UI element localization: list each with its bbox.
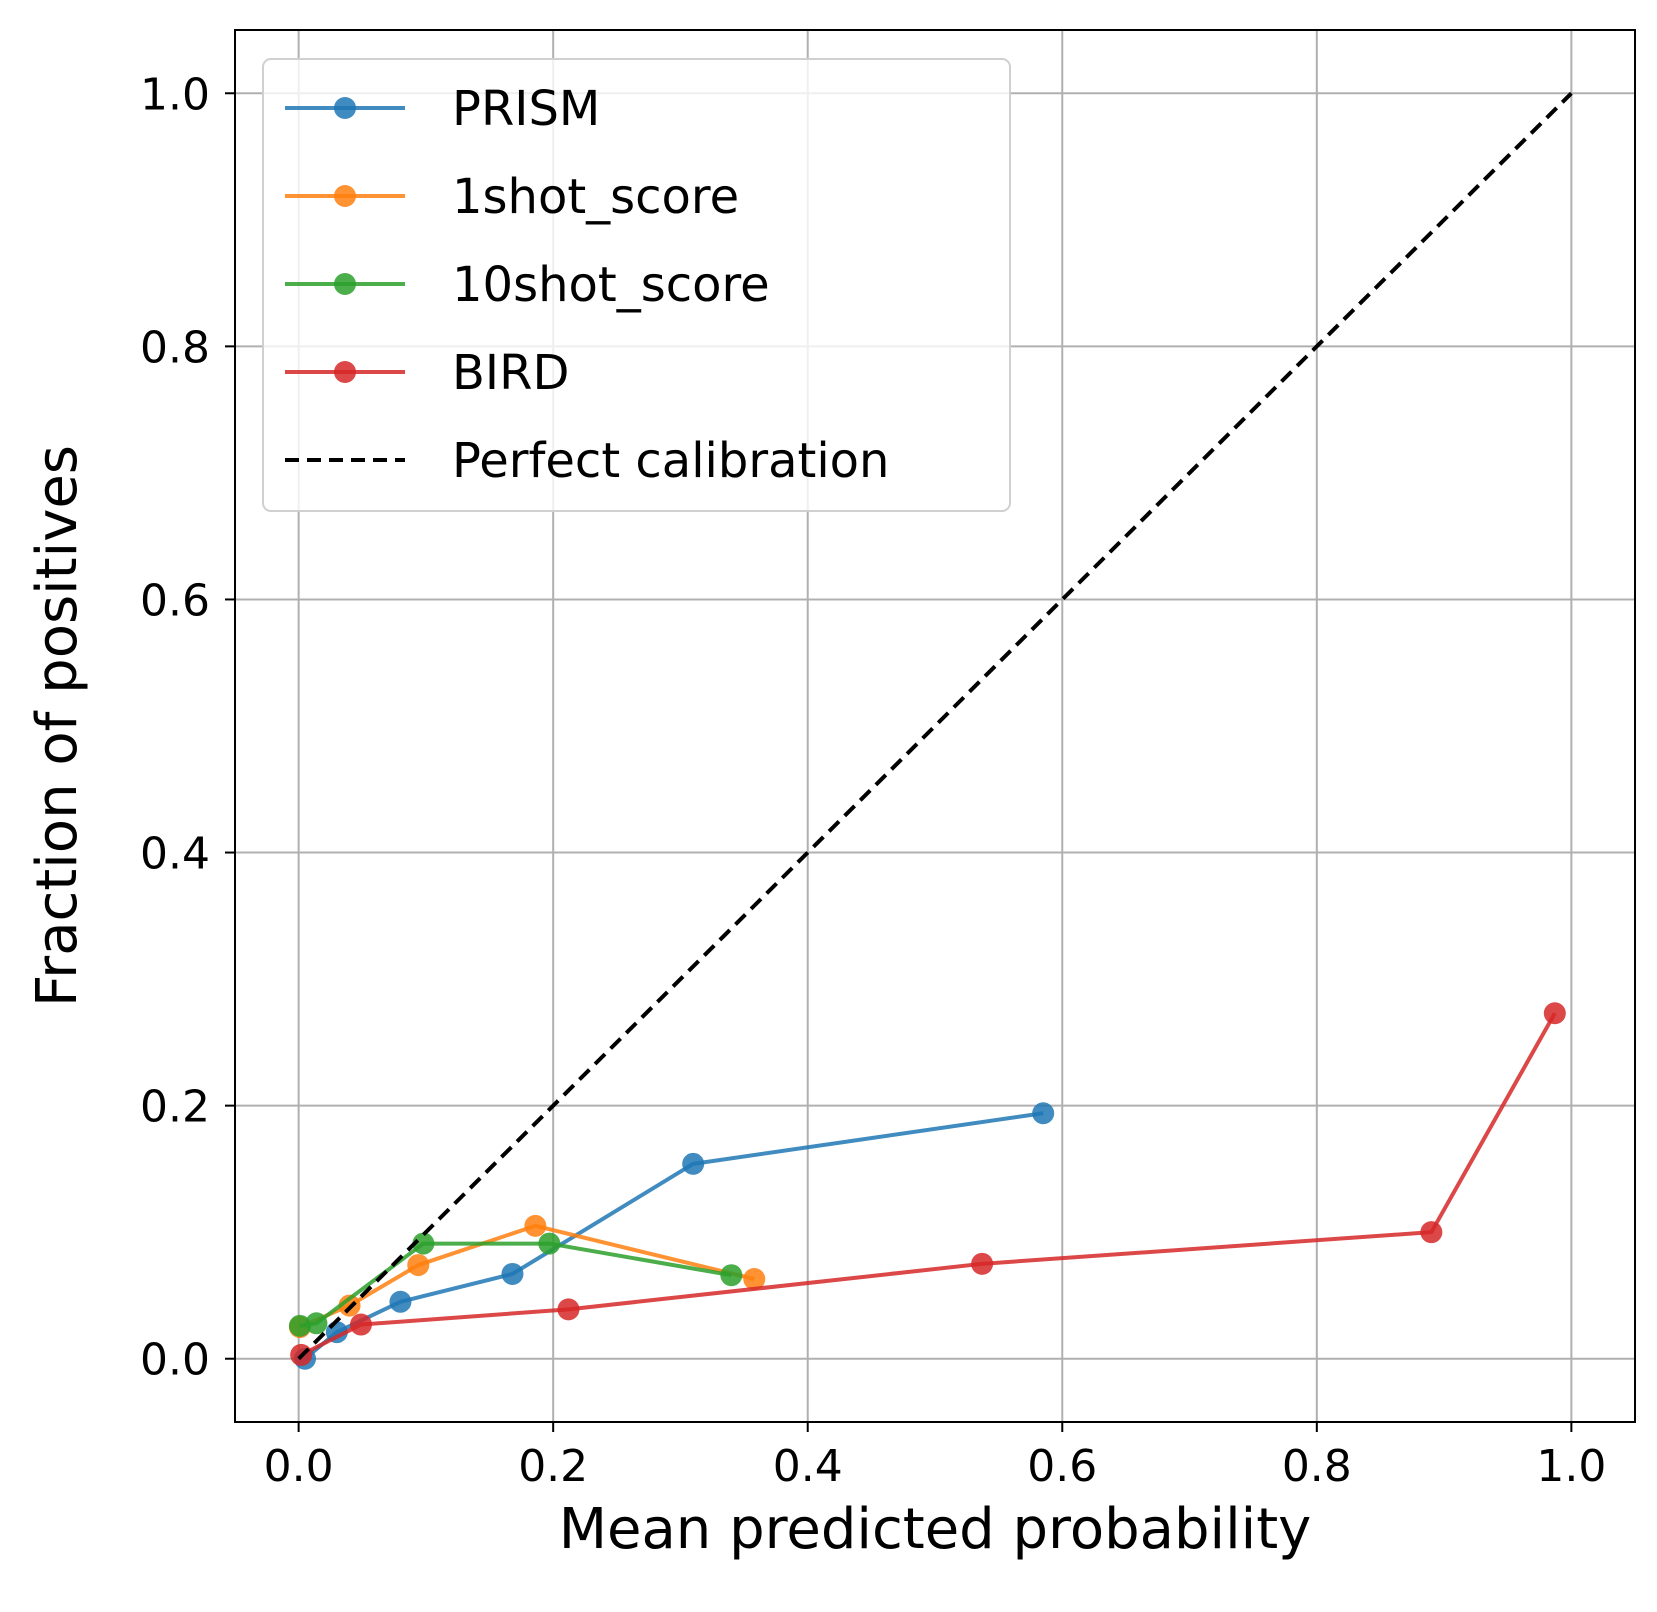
x-tick-label: 1.0 [1536, 1441, 1606, 1492]
legend-label-bird: BIRD [452, 345, 569, 401]
ticks: 0.0 0.2 0.4 0.6 0.8 1.0 0.0 0.2 0.4 0.6 0.8 1.0 [140, 69, 1606, 1492]
plot-frame [234, 29, 1636, 1423]
data-point-10shot-score [720, 1264, 743, 1287]
x-tick-label: 0.4 [773, 1441, 843, 1492]
legend-marker-1shot-score [334, 185, 356, 207]
series-layer [288, 91, 1573, 1370]
data-point-1shot-score [524, 1214, 547, 1237]
y-tick-label: 0.0 [140, 1335, 210, 1386]
y-axis-label: Fraction of positives [25, 445, 90, 1007]
series-line-bird [300, 1012, 1557, 1357]
legend-item-prism: PRISM [285, 81, 600, 137]
y-tick-label: 0.4 [140, 829, 210, 880]
y-tick-label: 1.0 [140, 69, 210, 120]
legend-item-1shot-score: 1shot_score [285, 169, 739, 225]
data-point-1shot-score [407, 1254, 430, 1277]
data-point-prism [1032, 1102, 1055, 1125]
data-point-prism [682, 1152, 705, 1175]
series-perfect-calibration [297, 91, 1573, 1361]
data-point-prism [389, 1290, 412, 1313]
data-point-1shot-score [743, 1268, 766, 1291]
legend-box [262, 58, 1011, 512]
legend-item-bird: BIRD [285, 345, 569, 401]
x-tick-label: 0.8 [1282, 1441, 1352, 1492]
x-axis-label: Mean predicted probability [559, 1497, 1312, 1562]
data-point-bird [1420, 1221, 1443, 1244]
data-point-prism [501, 1262, 524, 1285]
data-point-bird [557, 1298, 580, 1321]
legend-marker-10shot-score [334, 273, 356, 295]
legend-marker-prism [334, 97, 356, 119]
data-point-bird [1543, 1002, 1566, 1025]
series-10shot-score [288, 1232, 743, 1337]
legend-label-perfect-calibration: Perfect calibration [452, 433, 889, 489]
x-tick-label: 0.2 [518, 1441, 588, 1492]
x-tick-label: 0.0 [264, 1441, 334, 1492]
data-point-bird [971, 1252, 994, 1275]
legend-item-perfect-calibration: Perfect calibration [285, 433, 889, 489]
series-line-perfect-calibration [297, 91, 1573, 1361]
legend-label-1shot-score: 1shot_score [452, 169, 739, 225]
y-tick-label: 0.6 [140, 575, 210, 626]
x-tick-label: 0.6 [1027, 1441, 1097, 1492]
data-point-10shot-score [412, 1232, 435, 1255]
data-point-bird [350, 1313, 372, 1336]
legend-label-10shot-score: 10shot_score [452, 257, 770, 313]
data-point-10shot-score [288, 1314, 311, 1337]
data-point-10shot-score [538, 1232, 561, 1255]
data-point-10shot-score [305, 1312, 328, 1335]
y-tick-label: 0.8 [140, 322, 210, 373]
y-tick-label: 0.2 [140, 1082, 210, 1133]
legend-label-prism: PRISM [452, 81, 600, 137]
legend-item-10shot-score: 10shot_score [285, 257, 770, 313]
legend-marker-bird [334, 361, 356, 383]
legend: PRISM 1shot_score 10shot_score BIRD Perfect … [262, 58, 1011, 512]
